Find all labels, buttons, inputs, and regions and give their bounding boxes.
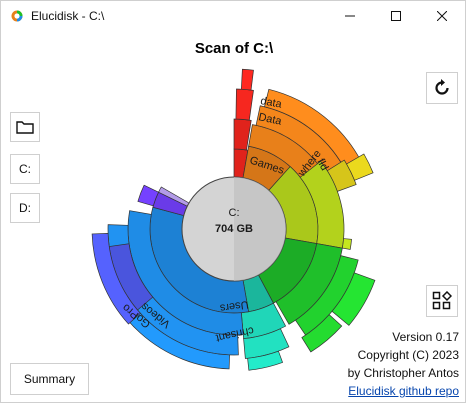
view-options-button[interactable] xyxy=(426,285,458,317)
summary-label: Summary xyxy=(23,372,76,386)
browse-folder-button[interactable] xyxy=(10,112,40,142)
hub-drive-label: C: xyxy=(229,207,240,219)
author-text: by Christopher Antos xyxy=(347,366,459,380)
window-title: Elucidisk - C:\ xyxy=(31,9,105,23)
drive-d-label: D: xyxy=(19,201,31,215)
maximize-button[interactable] xyxy=(373,1,419,31)
folder-icon xyxy=(16,121,34,134)
segment-green-4[interactable] xyxy=(331,272,376,326)
label-fld: fld xyxy=(314,157,330,173)
close-button[interactable] xyxy=(419,1,465,31)
shapes-icon xyxy=(432,291,452,310)
github-link[interactable]: Elucidisk github repo xyxy=(348,384,459,398)
drive-c-button[interactable]: C: xyxy=(10,154,40,184)
refresh-icon xyxy=(435,79,449,95)
label-users: Users xyxy=(219,298,250,314)
segment-yellow-2[interactable] xyxy=(346,153,374,181)
about-info: Version 0.17 Copyright (C) 2023 by Chris… xyxy=(348,328,459,400)
minimize-button[interactable] xyxy=(327,1,373,31)
segment-red-4[interactable] xyxy=(240,68,254,91)
close-icon xyxy=(437,11,447,21)
segment-lime-3[interactable] xyxy=(341,238,352,250)
drive-hub-used xyxy=(234,177,286,281)
rescan-button[interactable] xyxy=(426,72,458,104)
label-data-upper: Data xyxy=(257,111,283,128)
label-data-lower: data xyxy=(259,95,283,111)
maximize-icon xyxy=(391,11,401,21)
segment-red-3[interactable] xyxy=(235,88,254,121)
segment-green-5[interactable] xyxy=(301,314,343,353)
hub-size-label: 704 GB xyxy=(215,223,253,235)
segment-teal-4[interactable] xyxy=(247,350,284,371)
scan-title: Scan of C:\ xyxy=(194,40,274,57)
version-text: Version 0.17 xyxy=(392,330,459,344)
segment-indigo-2[interactable] xyxy=(91,233,141,325)
title-bar[interactable]: Elucidisk - C:\ xyxy=(1,1,465,31)
drive-c-label: C: xyxy=(19,162,31,176)
copyright-text: Copyright (C) 2023 xyxy=(357,348,459,362)
summary-button[interactable]: Summary xyxy=(10,363,89,395)
minimize-icon xyxy=(345,15,355,17)
drive-d-button[interactable]: D: xyxy=(10,193,40,223)
app-icon xyxy=(11,10,23,22)
